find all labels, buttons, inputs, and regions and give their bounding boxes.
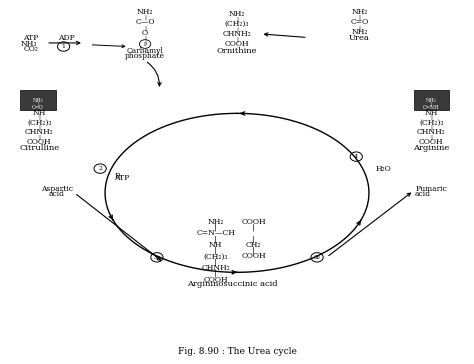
Text: NH: NH [209, 241, 222, 249]
Text: NH₂: NH₂ [208, 218, 224, 226]
Text: 3b: 3b [314, 255, 320, 260]
Text: Fig. 8.90 : The Urea cycle: Fig. 8.90 : The Urea cycle [178, 347, 296, 356]
Text: CH₂: CH₂ [246, 241, 261, 249]
Bar [20, 90, 55, 110]
Text: CHNH₂: CHNH₂ [417, 128, 446, 136]
Text: ATP: ATP [23, 33, 38, 41]
Text: |: | [144, 15, 146, 20]
Text: acid: acid [49, 190, 65, 198]
Text: |: | [236, 37, 238, 43]
Text: (CH₂)₃: (CH₂)₃ [204, 252, 228, 260]
Text: 2: 2 [98, 166, 102, 171]
Text: |: | [214, 247, 217, 255]
Text: COOH: COOH [241, 252, 266, 260]
Text: |: | [252, 235, 255, 243]
Text: P: P [144, 41, 147, 47]
Text: |: | [38, 134, 40, 140]
Text: C=O: C=O [350, 18, 369, 26]
Text: |: | [358, 25, 361, 31]
Text: NH₂: NH₂ [426, 98, 437, 103]
Text: |: | [430, 115, 432, 120]
Text: |: | [144, 35, 146, 41]
Text: Aspartic: Aspartic [41, 185, 73, 193]
Text: |: | [37, 101, 39, 107]
Text: |: | [430, 125, 432, 130]
Text: |: | [236, 27, 238, 32]
Text: CHNH₂: CHNH₂ [223, 30, 251, 38]
Text: NH₂: NH₂ [351, 8, 368, 16]
Text: 1: 1 [62, 44, 65, 49]
Text: |: | [144, 25, 146, 31]
Text: (CH₂)₃: (CH₂)₃ [225, 20, 249, 28]
Text: |: | [430, 134, 432, 140]
Text: O: O [142, 29, 148, 37]
Text: |: | [252, 223, 255, 232]
Text: acid: acid [415, 190, 431, 198]
Text: phosphate: phosphate [125, 52, 165, 60]
Text: NH₂: NH₂ [33, 98, 43, 103]
Text: COOH: COOH [241, 218, 266, 226]
Text: NH: NH [424, 108, 438, 116]
Text: H₂O: H₂O [375, 165, 391, 173]
Text: |: | [214, 235, 217, 243]
Text: |: | [252, 247, 255, 255]
Text: NH₃: NH₃ [20, 40, 36, 48]
Text: Argininosuccinic acid: Argininosuccinic acid [187, 280, 278, 288]
Text: (CH₂)₃: (CH₂)₃ [419, 118, 443, 126]
Text: C=O: C=O [32, 105, 44, 110]
Text: 4: 4 [354, 154, 358, 159]
Text: C=NH: C=NH [423, 105, 439, 110]
Text: (CH₂)₃: (CH₂)₃ [27, 118, 51, 126]
Text: |: | [214, 258, 217, 266]
Text: |: | [214, 270, 217, 278]
Text: NH₂: NH₂ [229, 10, 245, 18]
Text: CHNH₂: CHNH₂ [25, 128, 54, 136]
Text: Urea: Urea [349, 34, 370, 42]
Text: Fumaric: Fumaric [415, 185, 447, 193]
Text: |: | [358, 15, 361, 20]
Text: CO₂: CO₂ [24, 46, 39, 54]
Text: Pᵢ: Pᵢ [114, 172, 121, 180]
Text: ADP: ADP [58, 33, 75, 41]
Text: C=N—CH: C=N—CH [196, 229, 235, 237]
Bar [414, 90, 449, 110]
Text: NH: NH [32, 108, 46, 116]
Text: COOH: COOH [27, 138, 51, 146]
Text: COOH: COOH [419, 138, 444, 146]
Text: ATP: ATP [114, 174, 129, 182]
Text: Citrulline: Citrulline [19, 144, 59, 152]
Text: CHNH₂: CHNH₂ [201, 264, 230, 272]
Text: Ornithine: Ornithine [217, 47, 257, 55]
Text: NH₂: NH₂ [137, 8, 153, 16]
Text: COOH: COOH [203, 276, 228, 284]
Text: 3a: 3a [154, 255, 160, 260]
Text: COOH: COOH [225, 40, 249, 48]
Text: |: | [38, 115, 40, 120]
Text: Carbamyl: Carbamyl [127, 47, 164, 55]
Text: |: | [430, 101, 432, 107]
Text: C—O: C—O [136, 18, 155, 26]
Text: |: | [38, 125, 40, 130]
Text: |: | [214, 223, 217, 232]
Text: Arginine: Arginine [413, 144, 449, 152]
Text: NH₂: NH₂ [351, 28, 368, 36]
Text: |: | [236, 17, 238, 22]
